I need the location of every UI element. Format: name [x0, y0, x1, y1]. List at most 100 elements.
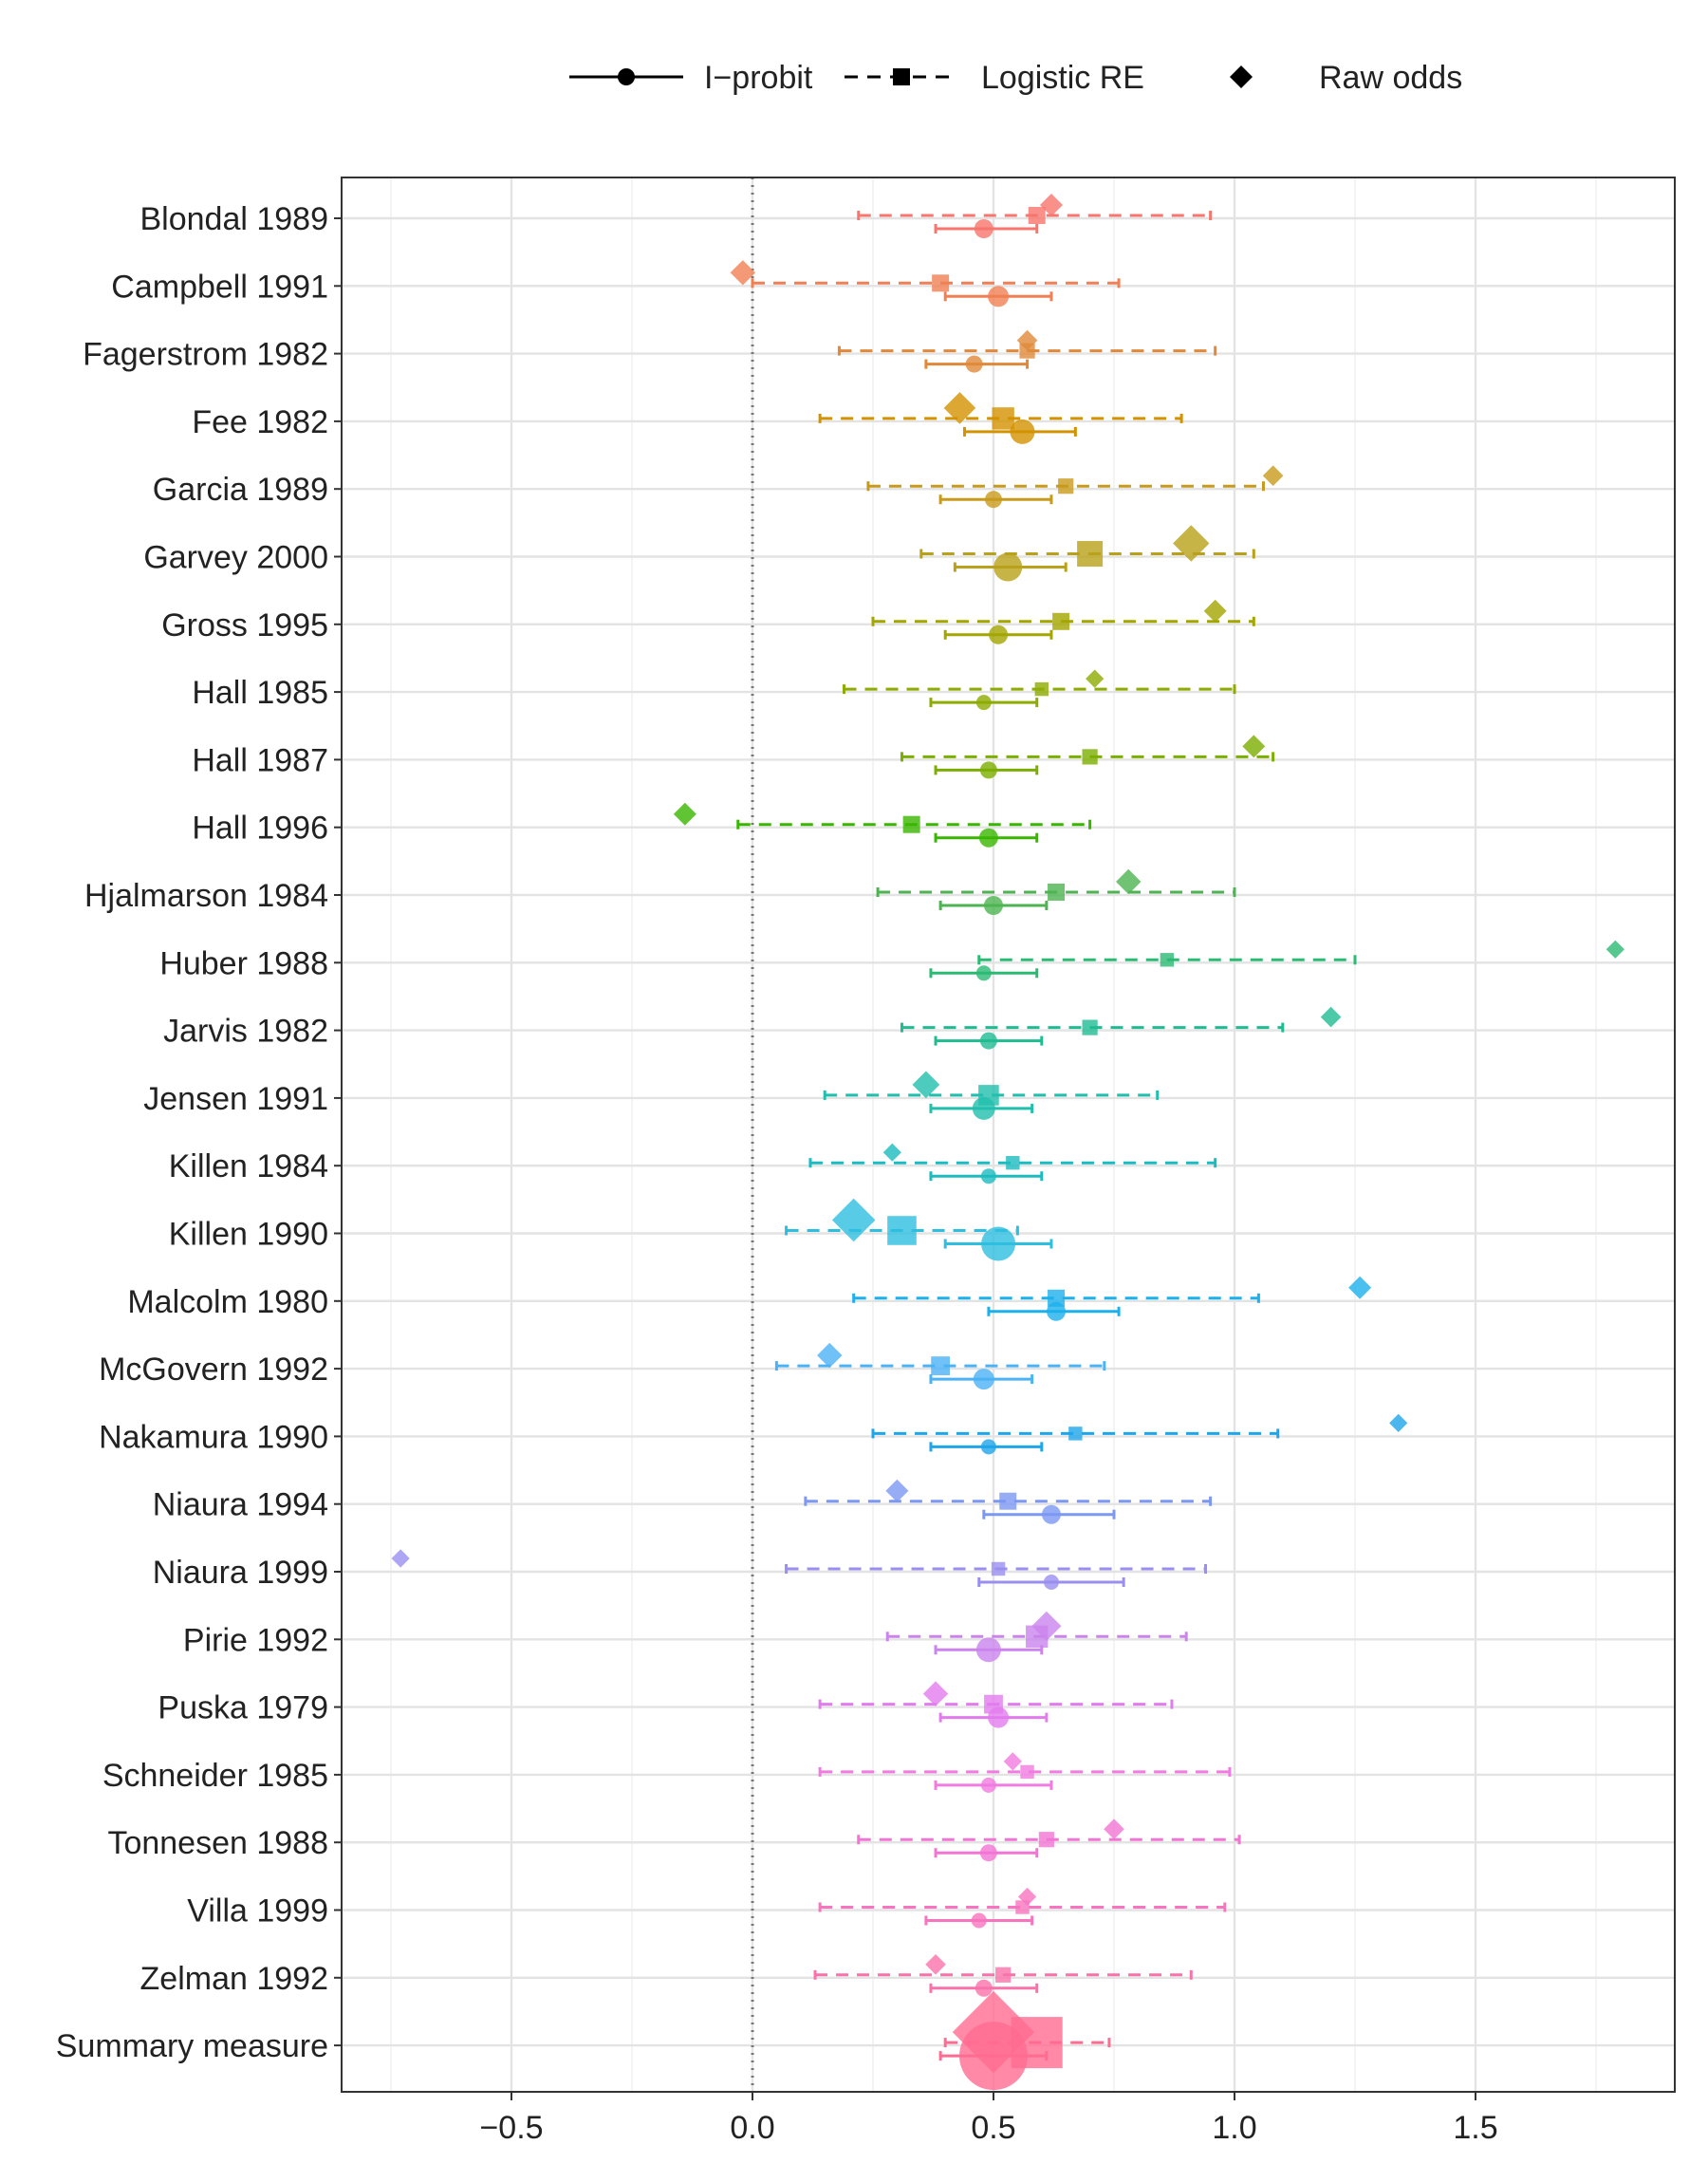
raw-odds-point — [831, 1198, 876, 1242]
study-row — [818, 1752, 1232, 1793]
raw-odds-point — [1389, 1413, 1408, 1432]
study-row — [823, 1071, 1160, 1120]
logistic-ci-bar — [900, 752, 1275, 762]
raw-odds-point — [1348, 1276, 1372, 1299]
iprobit-point — [971, 1912, 987, 1929]
iprobit-point — [979, 761, 997, 779]
y-tick-label: Garvey 2000 — [143, 540, 328, 576]
study-row — [885, 1611, 1188, 1663]
y-tick-label: Blondal 1989 — [139, 201, 328, 237]
raw-odds-point — [1203, 599, 1227, 623]
study-row — [391, 1549, 1208, 1590]
logistic-point — [932, 274, 950, 292]
y-tick-label: Hall 1987 — [192, 742, 328, 778]
y-tick-label: Fagerstrom 1982 — [83, 337, 328, 373]
x-axis: −0.5 0.0 0.5 1.0 1.5 — [479, 2092, 1498, 2146]
study-row — [730, 260, 1121, 308]
iprobit-point — [975, 695, 992, 711]
gridlines — [342, 177, 1675, 2092]
iprobit-point — [975, 965, 992, 981]
legend-item-logistic: Logistic RE — [845, 60, 1144, 96]
study-row — [843, 669, 1236, 711]
logistic-ci-bar — [808, 1158, 1217, 1168]
study-row — [919, 525, 1255, 582]
iprobit-point — [981, 1226, 1016, 1261]
study-row — [785, 1198, 1053, 1261]
x-tick-label: 1.5 — [1453, 2110, 1497, 2146]
y-tick-label: Killen 1990 — [169, 1217, 328, 1253]
y-tick-label: Hall 1996 — [192, 811, 328, 847]
iprobit-point — [978, 828, 998, 848]
x-tick-label: −0.5 — [479, 2110, 543, 2146]
raw-odds-point — [1116, 868, 1142, 895]
study-row — [673, 802, 1092, 848]
raw-odds-point — [1320, 1006, 1342, 1028]
y-axis: Blondal 1989 Campbell 1991 Fagerstrom 1982… — [56, 201, 342, 2064]
study-row — [818, 1887, 1227, 1929]
y-tick-label: Zelman 1992 — [140, 1961, 328, 1997]
legend-item-iprobit: I−probit — [569, 60, 813, 96]
y-tick-label: Jensen 1991 — [143, 1081, 328, 1117]
iprobit-point — [974, 219, 993, 238]
raw-odds-point — [1242, 735, 1266, 758]
y-tick-label: Hall 1985 — [192, 675, 328, 711]
logistic-ci-bar — [871, 1428, 1280, 1439]
raw-odds-point — [1039, 194, 1063, 216]
logistic-point — [1034, 681, 1049, 697]
logistic-point — [902, 815, 920, 833]
x-tick-label: 1.0 — [1212, 2110, 1256, 2146]
iprobit-point — [989, 625, 1009, 644]
logistic-point — [1052, 612, 1070, 630]
logistic-ci-bar — [818, 1902, 1227, 1912]
study-row — [818, 392, 1183, 444]
study-row — [938, 1990, 1111, 2091]
logistic-point — [887, 1216, 917, 1245]
study-row — [900, 735, 1275, 779]
logistic-point — [1077, 541, 1104, 567]
logistic-ci-bar — [852, 1293, 1260, 1303]
raw-odds-point — [885, 1479, 909, 1502]
y-tick-label: Jarvis 1982 — [163, 1014, 328, 1050]
iprobit-point — [993, 552, 1023, 582]
iprobit-point — [965, 355, 983, 373]
x-tick-label: 0.5 — [971, 2110, 1015, 2146]
y-tick-label: Hjalmarson 1984 — [84, 878, 328, 914]
study-row — [804, 1479, 1213, 1524]
study-row — [871, 1413, 1408, 1455]
raw-odds-point — [1262, 465, 1284, 486]
iprobit-point — [972, 1096, 995, 1120]
logistic-point — [1048, 884, 1066, 901]
iprobit-point — [1047, 1301, 1067, 1321]
iprobit-point — [980, 1777, 996, 1793]
study-row — [900, 1006, 1342, 1050]
iprobit-point — [979, 1844, 997, 1862]
raw-odds-point — [1104, 1818, 1124, 1839]
raw-odds-point — [922, 1681, 949, 1706]
raw-odds-point — [1017, 1887, 1037, 1907]
y-tick-label: Malcolm 1980 — [127, 1284, 328, 1320]
study-row — [818, 1681, 1174, 1728]
y-tick-label: Niaura 1999 — [153, 1555, 328, 1591]
logistic-point — [1019, 343, 1035, 359]
raw-odds-point — [1606, 940, 1624, 959]
raw-odds-point — [943, 392, 976, 424]
logistic-point — [991, 1561, 1006, 1576]
legend-diamond-marker — [1230, 65, 1253, 88]
iprobit-point — [1041, 1504, 1061, 1524]
iprobit-point — [973, 1369, 994, 1390]
logistic-point — [1048, 1289, 1066, 1307]
study-row — [857, 1818, 1241, 1862]
logistic-point — [931, 1356, 951, 1375]
raw-odds-point — [817, 1342, 843, 1369]
study-row — [837, 329, 1217, 373]
iprobit-point — [959, 2022, 1028, 2091]
y-tick-label: Fee 1982 — [192, 404, 328, 440]
y-tick-label: Huber 1988 — [159, 945, 328, 981]
raw-odds-point — [912, 1071, 940, 1099]
legend-label-logistic: Logistic RE — [981, 60, 1144, 96]
legend-label-raw: Raw odds — [1319, 60, 1462, 96]
logistic-point — [1015, 1900, 1030, 1914]
study-row — [871, 599, 1255, 644]
raw-odds-point — [730, 260, 756, 286]
